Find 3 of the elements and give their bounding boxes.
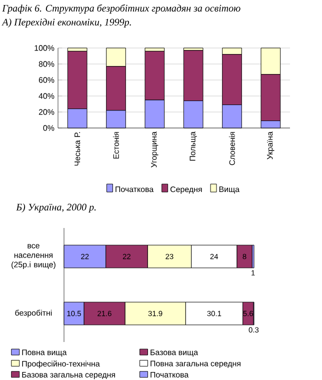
chart-title: Графік 6. Структура безробітних громадян за освітою	[2, 4, 240, 14]
chart-subtitle: А) Перехідні економіки, 1999р.	[2, 18, 131, 28]
chart-title: Б) Україна, 2000 р.	[16, 203, 96, 213]
